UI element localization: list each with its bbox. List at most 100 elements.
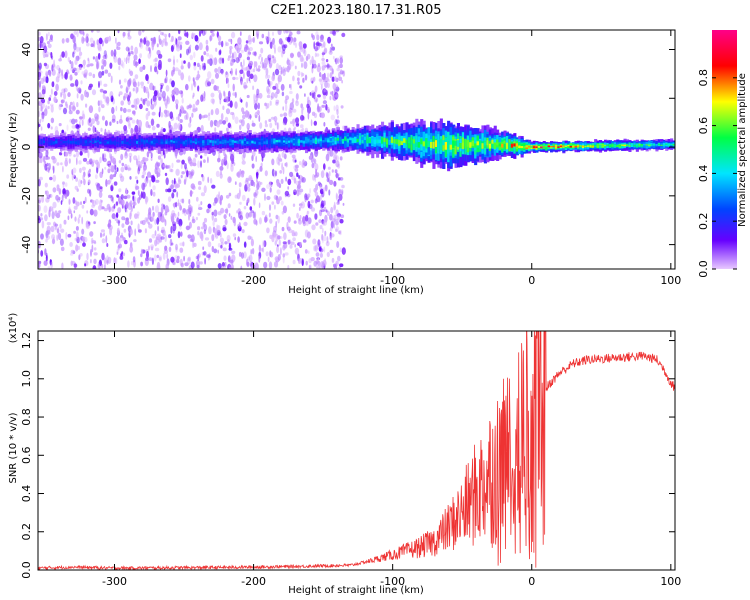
spectrogram-noise-cell: [110, 184, 114, 192]
spectrogram-noise-cell: [230, 164, 234, 172]
spectrogram-noise-cell: [304, 249, 308, 254]
spectrogram-noise-cell: [106, 36, 109, 40]
spectrogram-noise-cell: [200, 201, 203, 206]
spectrogram-noise-cell: [136, 213, 140, 219]
spectrogram-noise-cell: [265, 214, 268, 219]
spectrogram-noise-cell: [66, 124, 69, 131]
spectrogram-noise-cell: [276, 246, 280, 254]
spectrogram-noise-cell: [130, 50, 134, 55]
spectrogram-noise-cell: [220, 244, 223, 249]
spectrogram-noise-cell: [304, 196, 307, 203]
spectrogram-noise-cell: [125, 57, 128, 65]
spectrogram-noise-cell: [330, 206, 334, 214]
spectrogram-noise-cell: [192, 103, 196, 111]
spectrogram-noise-cell: [62, 182, 65, 189]
spectrogram-noise-cell: [167, 188, 172, 193]
spectrogram-noise-cell: [70, 66, 75, 72]
spectrogram-noise-cell: [95, 56, 99, 63]
spectrogram-noise-cell: [295, 123, 300, 127]
spectrogram-noise-cell: [173, 122, 178, 130]
spectrogram-noise-cell: [326, 251, 330, 258]
spectrogram-noise-cell: [170, 225, 173, 234]
spectrogram-noise-cell: [81, 119, 84, 126]
spectrogram-noise-cell: [268, 212, 271, 218]
spectrogram-noise-cell: [277, 254, 281, 261]
spectrogram-noise-cell: [116, 251, 119, 255]
spectrogram-noise-cell: [281, 91, 285, 97]
spectrogram-noise-cell: [97, 263, 101, 269]
spectrogram-noise-cell: [77, 179, 82, 188]
spectrogram-noise-cell: [104, 53, 108, 60]
spectrogram-noise-cell: [69, 252, 74, 256]
spectrogram-noise-cell: [272, 37, 275, 45]
spectrogram-noise-cell: [204, 237, 210, 241]
spectrogram-noise-cell: [169, 111, 174, 119]
spectrogram-noise-cell: [214, 68, 218, 73]
spectrogram-noise-cell: [287, 239, 291, 245]
spectrogram-noise-cell: [226, 207, 228, 215]
spectrogram-noise-cell: [117, 234, 119, 241]
spectrogram-noise-cell: [221, 40, 224, 48]
spectrogram-noise-cell: [162, 215, 164, 223]
spectrogram-noise-cell: [76, 30, 79, 38]
spectrogram-noise-cell: [281, 44, 286, 51]
spectrogram-noise-cell: [228, 247, 233, 251]
spectrogram-noise-cell: [132, 256, 136, 263]
spectrogram-noise-cell: [41, 98, 46, 104]
spectrogram-noise-cell: [275, 214, 279, 220]
spectrogram-noise-cell: [328, 189, 331, 196]
spectrogram-noise-cell: [129, 155, 132, 163]
spectrogram-noise-cell: [164, 234, 167, 243]
spectrogram-noise-cell: [102, 93, 106, 100]
spectrogram-noise-cell: [42, 85, 46, 90]
spectrogram-noise-cell: [282, 253, 286, 258]
spectrogram-noise-cell: [302, 43, 307, 49]
spectrogram-noise-cell: [230, 58, 235, 66]
spectrogram-noise-cell: [220, 69, 224, 75]
spectrogram-noise-cell: [251, 122, 256, 127]
spectrogram-noise-cell: [282, 68, 286, 77]
spectrogram-noise-cell: [322, 100, 327, 105]
spectrogram-noise-cell: [89, 63, 94, 67]
spectrogram-noise-cell: [321, 220, 326, 226]
spectrogram-noise-cell: [175, 243, 178, 251]
spectrogram-noise-cell: [192, 157, 197, 165]
spectrogram-noise-cell: [302, 48, 306, 54]
spectrogram-noise-cell: [255, 114, 257, 119]
spectrogram-noise-cell: [301, 57, 305, 62]
spectrogram-noise-cell: [247, 186, 251, 192]
spectrogram-noise-cell: [194, 44, 199, 51]
spectrogram-noise-cell: [326, 64, 331, 68]
spectrogram-noise-cell: [321, 227, 324, 234]
spectrogram-noise-cell: [198, 30, 202, 37]
spectrogram-noise-cell: [340, 69, 342, 73]
spectrogram-noise-cell: [292, 119, 295, 127]
spectrogram-noise-cell: [325, 153, 330, 162]
spectrogram-noise-cell: [160, 126, 164, 134]
spectrogram-noise-cell: [126, 115, 131, 123]
spectrogram-noise-cell: [197, 231, 200, 236]
spectrogram-noise-cell: [140, 97, 143, 102]
spectrogram-noise-cell: [177, 199, 180, 205]
spectrogram-noise-cell: [50, 52, 53, 59]
spectrogram-noise-cell: [253, 181, 256, 187]
spectrogram-noise-cell: [73, 263, 78, 268]
spectrogram-noise-cell: [160, 112, 164, 118]
spectrogram-noise-cell: [325, 104, 328, 111]
spectrogram-noise-cell: [189, 189, 193, 197]
spectrogram-noise-cell: [198, 113, 202, 120]
spectrogram-noise-cell: [109, 121, 112, 126]
spectrogram-noise-cell: [196, 73, 201, 79]
spectrogram-noise-cell: [97, 52, 101, 60]
spectrogram-noise-cell: [93, 252, 98, 256]
spectrogram-noise-cell: [125, 201, 129, 209]
spectrogram-noise-cell: [88, 168, 91, 173]
spectrogram-noise-cell: [180, 198, 184, 203]
spectrogram-noise-cell: [106, 96, 110, 104]
spectrogram-noise-cell: [45, 33, 48, 41]
spectrogram-noise-cell: [228, 213, 231, 217]
spectrogram-noise-cell: [329, 91, 333, 95]
spectrogram-noise-cell: [162, 128, 166, 133]
spectrogram-noise-cell: [252, 68, 256, 73]
spectrogram-noise-cell: [91, 89, 97, 96]
